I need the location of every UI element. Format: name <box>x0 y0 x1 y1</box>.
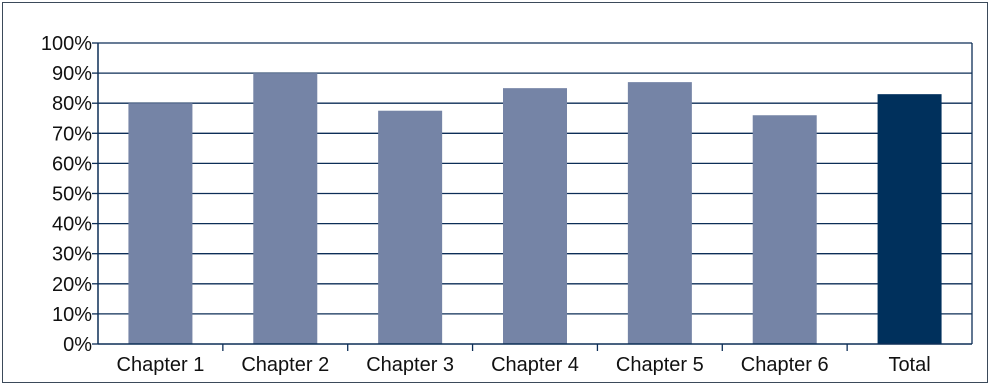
x-tick-label: Chapter 5 <box>616 354 704 376</box>
y-tick-label: 60% <box>52 153 92 175</box>
bar-chapter-6 <box>752 115 817 345</box>
y-tick-label: 90% <box>52 63 92 85</box>
y-tick-label: 100% <box>41 33 92 55</box>
x-tick-label: Chapter 1 <box>117 354 205 376</box>
x-tick-label: Chapter 2 <box>241 354 329 376</box>
x-tick-label: Total <box>888 354 930 376</box>
x-tick-labels: Chapter 1 Chapter 2 Chapter 3 Chapter 4 Chap… <box>117 354 931 376</box>
y-tick-label: 50% <box>52 184 92 206</box>
gridlines <box>98 42 972 315</box>
y-tick-label: 20% <box>52 274 92 296</box>
axes <box>92 42 973 351</box>
bar-total <box>877 94 942 344</box>
y-tick-label: 0% <box>63 334 92 356</box>
y-tick-labels: 0% 10% 20% 30% 40% 50% 60% 70% 80% 90% 100% <box>41 33 92 356</box>
y-tick-label: 30% <box>52 244 92 266</box>
x-tick-label: Chapter 4 <box>491 354 579 376</box>
y-tick-label: 80% <box>52 93 92 115</box>
bar-chapter-5 <box>627 82 692 344</box>
bar-chapter-2 <box>253 73 318 344</box>
y-tick-label: 70% <box>52 123 92 145</box>
y-tick-label: 10% <box>52 304 92 326</box>
bar-chapter-3 <box>378 110 443 344</box>
x-tick-label: Chapter 6 <box>741 354 829 376</box>
bar-chapter-1 <box>128 103 193 344</box>
x-tick-label: Chapter 3 <box>366 354 454 376</box>
bar-chapter-4 <box>503 88 567 345</box>
y-tick-label: 40% <box>52 214 92 236</box>
bars <box>128 73 942 345</box>
